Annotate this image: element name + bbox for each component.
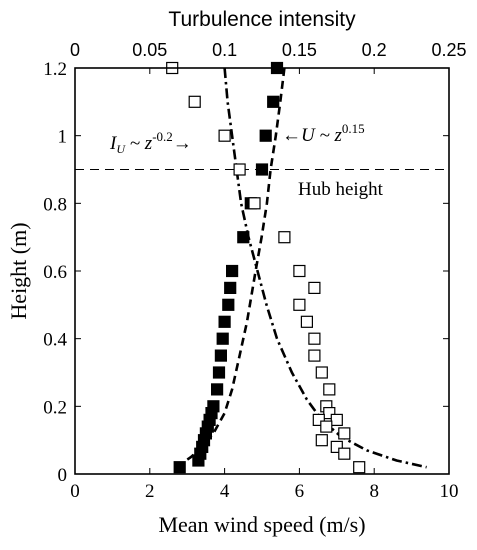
turbulence-point xyxy=(312,413,325,426)
x-tick-label: 8 xyxy=(369,481,379,502)
wind-speed-point xyxy=(237,231,250,244)
x-tick-label: 4 xyxy=(220,481,230,502)
ticks-layer: 0 2 4 6 8 10 0 0.05 0.1 0.15 0.2 0.25 0 0.2 0.4 0.6 0.8 1… xyxy=(43,40,466,502)
turbulence-point xyxy=(293,298,306,311)
turbulence-point xyxy=(323,383,336,396)
ti-fit-mid: ~ z xyxy=(125,133,153,154)
u-fit-annotation: ←U ~ z0.15 xyxy=(282,121,365,146)
turbulence-point xyxy=(338,447,351,460)
ti-fit-annotation: IU ~ z-0.2→ xyxy=(109,129,192,156)
turbulence-point xyxy=(315,366,328,379)
turbulence-point xyxy=(353,461,366,474)
plot-frame xyxy=(74,67,450,475)
y-tick-label: 1.2 xyxy=(43,59,67,80)
x2-tick-label: 0.05 xyxy=(132,40,167,60)
y-tick-label: 0.2 xyxy=(43,397,67,418)
ti-fit-sup: -0.2 xyxy=(152,129,173,144)
turbulence-point xyxy=(330,413,343,426)
turbulence-point xyxy=(218,129,231,142)
x2-axis-title: Turbulence intensity xyxy=(168,8,356,31)
turbulence-point xyxy=(320,420,333,433)
x2-tick-label: 0.15 xyxy=(282,40,317,60)
turbulence-point xyxy=(233,163,246,176)
turbulence-point xyxy=(293,264,306,278)
y-tick-label: 0 xyxy=(58,465,68,486)
x2-tick-label: 0.2 xyxy=(362,40,387,60)
u-fit-arrow: ← xyxy=(282,125,301,146)
wind-speed-point xyxy=(226,264,239,278)
wind-speed-point xyxy=(192,454,205,467)
x2-tick-label: 0 xyxy=(70,40,80,60)
wind-speed-point xyxy=(267,95,280,108)
wind-speed-point xyxy=(224,281,237,294)
turbulence-point xyxy=(188,95,201,108)
wind-speed-point xyxy=(173,461,186,474)
ti-fit-arrow: → xyxy=(173,133,192,154)
ti-fit-sub: U xyxy=(116,142,126,156)
turbulence-point xyxy=(300,315,313,328)
ti-fit-base: I xyxy=(109,133,118,154)
x-tick-label: 6 xyxy=(295,481,305,502)
turbulence-point xyxy=(278,231,291,244)
turbulence-point xyxy=(248,197,261,210)
wind-speed-fit-line xyxy=(177,67,286,469)
x-axis-title: Mean wind speed (m/s) xyxy=(158,512,365,537)
y-tick-label: 0.6 xyxy=(43,262,67,283)
turbulence-point xyxy=(315,434,328,447)
turbulence-fit-line xyxy=(223,67,427,469)
points-layer xyxy=(166,61,366,474)
wind-speed-point xyxy=(222,298,235,311)
turbulence-point xyxy=(308,332,321,345)
wind-speed-point xyxy=(216,332,229,345)
hub-height-label: Hub height xyxy=(298,179,384,200)
x-tick-label: 0 xyxy=(70,481,80,502)
y-axis-title: Height (m) xyxy=(6,222,31,319)
turbulence-point xyxy=(330,440,343,453)
x-tick-label: 2 xyxy=(145,481,155,502)
wind-speed-point xyxy=(211,383,224,396)
x2-tick-label: 0.1 xyxy=(212,40,237,60)
turbulence-point xyxy=(323,407,336,420)
u-fit-base: U ~ z xyxy=(301,125,343,146)
x2-tick-label: 0.25 xyxy=(431,40,466,60)
wind-speed-point xyxy=(218,315,231,328)
turbulence-point xyxy=(308,281,321,294)
x-tick-label: 10 xyxy=(440,481,459,502)
turbulence-point xyxy=(338,427,351,440)
fits-layer xyxy=(177,67,427,469)
turbulence-point xyxy=(308,349,321,362)
wind-speed-point xyxy=(214,349,227,362)
y-tick-label: 1 xyxy=(58,127,68,148)
wind-speed-point xyxy=(212,366,226,379)
y-tick-label: 0.8 xyxy=(43,194,67,215)
u-fit-sup: 0.15 xyxy=(342,121,365,136)
y-tick-label: 0.4 xyxy=(43,330,67,351)
wind-speed-point xyxy=(255,163,269,176)
wind-speed-point xyxy=(259,129,272,142)
